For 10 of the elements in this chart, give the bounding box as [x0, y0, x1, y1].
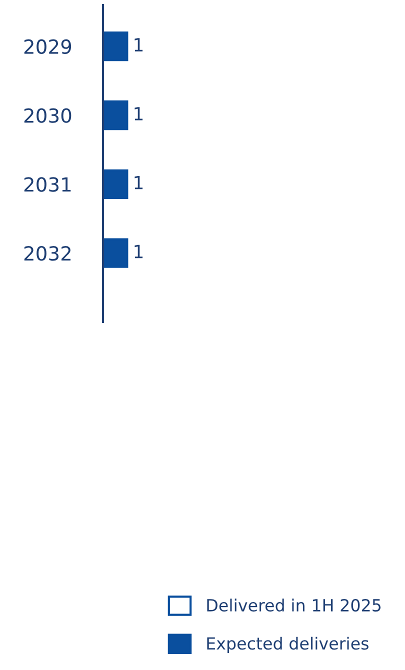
y-tick-label: 2029 [24, 39, 72, 54]
y-tick-label: 2030 [24, 108, 72, 123]
data-label: 1 [134, 244, 143, 258]
legend-label: Delivered in 1H 2025 [207, 598, 381, 612]
y-tick-label: 2032 [24, 246, 70, 261]
data-label: 1 [134, 176, 143, 190]
y-tick-label: 2031 [24, 177, 71, 192]
legend-label: Expected deliveries [207, 636, 368, 653]
data-label: 1 [134, 107, 143, 120]
data-label: 1 [134, 38, 143, 52]
